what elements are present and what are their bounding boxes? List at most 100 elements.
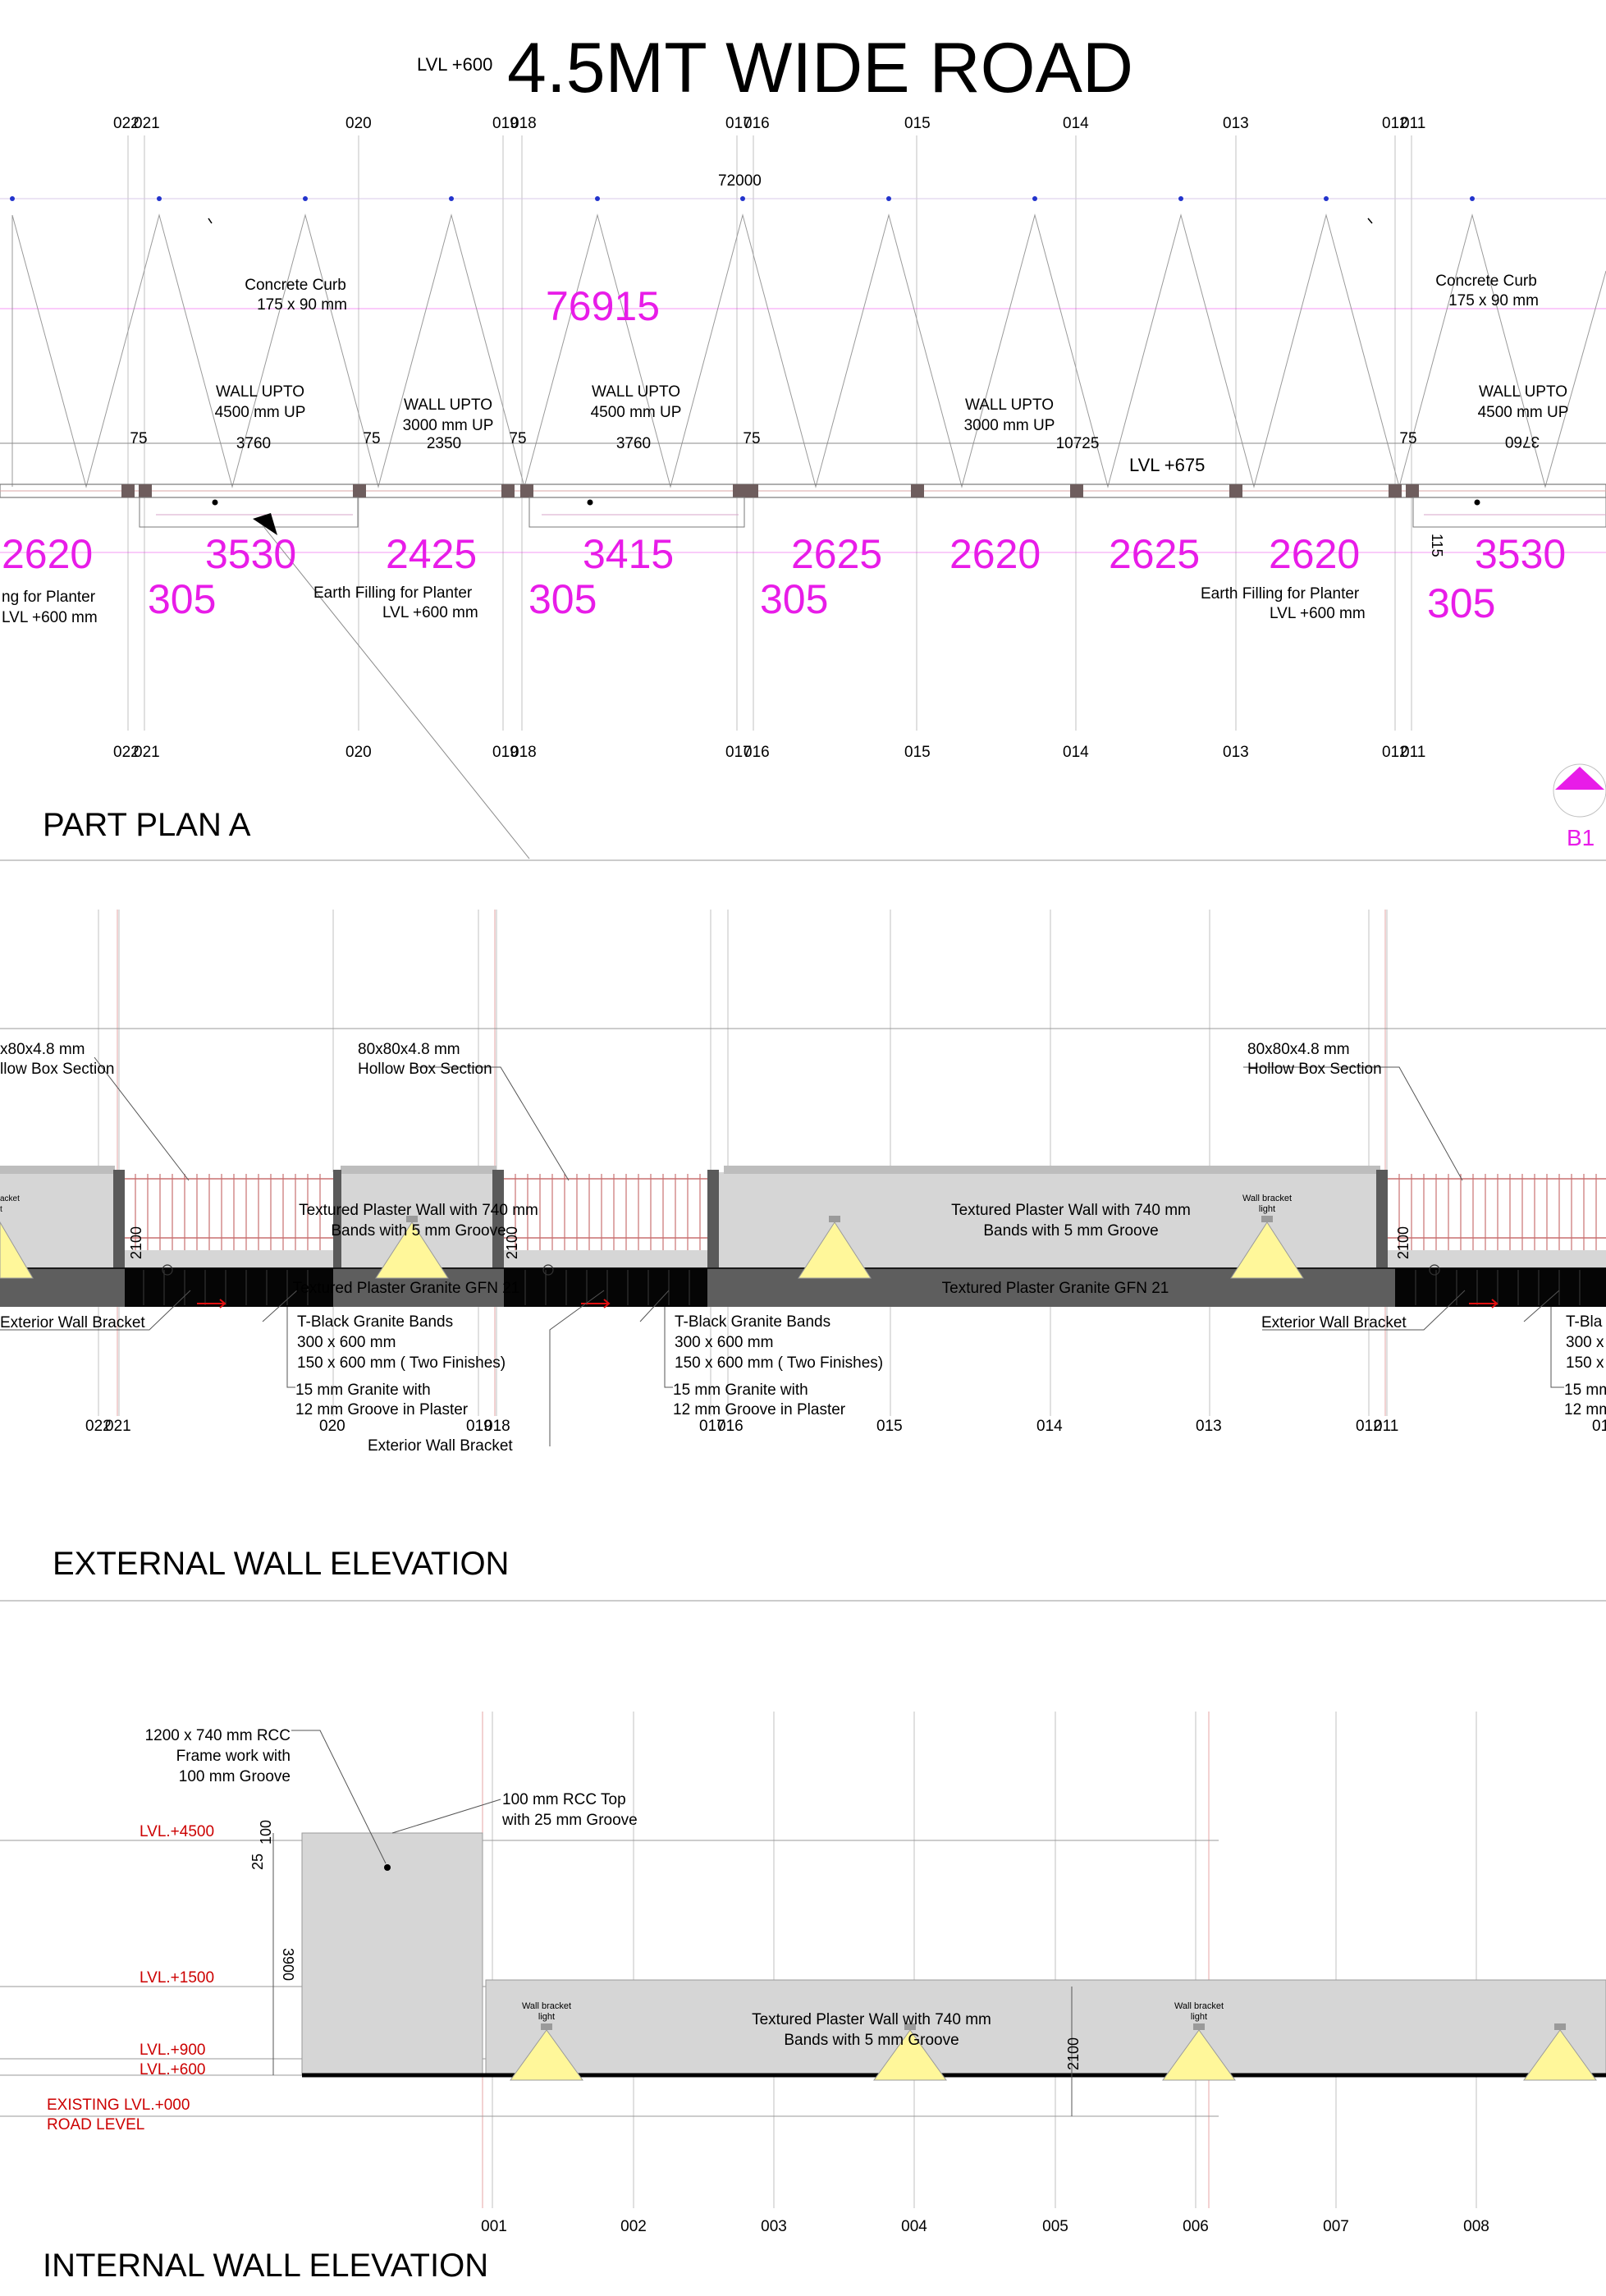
small-dim: 75 — [363, 430, 380, 447]
plan-grid-label-bottom: 020 — [345, 744, 372, 761]
level-label: LVL.+1500 — [140, 1969, 214, 1987]
granite-groove-note: 12 mm Groove in Plaster — [673, 1401, 846, 1418]
section-title-int: INTERNAL WALL ELEVATION — [43, 2248, 488, 2284]
tblack-note: 300 x 600 mm — [675, 1334, 773, 1351]
planter-note-left: LVL +600 mm — [2, 609, 98, 626]
small-dim: 75 — [509, 430, 526, 447]
section-title-ext: EXTERNAL WALL ELEVATION — [53, 1546, 509, 1582]
title-level: LVL +600 — [417, 54, 492, 75]
ext-bracket-note-right: Exterior Wall Bracket — [1261, 1314, 1407, 1331]
int-grid-label: 004 — [901, 2218, 927, 2235]
wall-note: WALL UPTO — [404, 396, 492, 414]
small-dim: 75 — [1399, 430, 1416, 447]
plan-grid-label-top: 019 — [492, 115, 519, 132]
planter-note-left: ng for Planter — [2, 589, 96, 606]
tblack-note: 150 x 600 mm ( Two Finishes) — [675, 1354, 883, 1372]
bracket-light-label: light — [1191, 2012, 1207, 2022]
granite-groove-note: 15 mm Granite with — [295, 1382, 431, 1399]
ext-grid-label: 017 — [699, 1418, 725, 1435]
small-dim: 75 — [743, 430, 760, 447]
plan-grid-label-bottom: 011 — [1401, 744, 1425, 761]
plan-grid-label-bottom: 018 — [510, 744, 537, 761]
planter-note-mid: Earth Filling for Planter — [313, 584, 473, 602]
plan-grid-label-top: 013 — [1223, 115, 1249, 132]
ext-grid-label: 020 — [319, 1418, 345, 1435]
plaster-note: Bands with 5 mm Groove — [331, 1222, 506, 1240]
tblack-note: 300 x 600 mm — [297, 1334, 396, 1351]
tblack-note: 150 x 600 mm ( Two Finishes) — [297, 1354, 506, 1372]
section-marker: B1 — [1553, 763, 1606, 850]
bracket-light-label: Wall bracket — [1174, 2001, 1224, 2011]
hollow-note-right: 80x80x4.8 mm — [1247, 1041, 1350, 1058]
int-dim: 25 — [249, 1854, 266, 1870]
int-dim: 2100 — [1065, 2037, 1082, 2070]
curb-note-right: Concrete Curb — [1435, 273, 1537, 290]
bracket-light-label: Wall bracket — [1242, 1194, 1292, 1203]
wall-note: WALL UPTO — [592, 383, 680, 401]
internal-wall-elevation: 100 25 3900 2100 1200 x 740 mm RCC Frame… — [0, 1712, 1606, 2284]
ext-grid-label: 019 — [466, 1418, 492, 1435]
plan-grid-label-top: 022 — [113, 115, 140, 132]
granite-groove-note: 12 mm — [1564, 1401, 1606, 1418]
bay-dim: 2620 — [949, 531, 1041, 577]
bracket-light-label-left: acket — [0, 1194, 20, 1203]
plan-grid-label-bottom: 021 — [134, 744, 160, 761]
bay-dim: 2625 — [791, 531, 882, 577]
small-dim: 3760 — [616, 435, 651, 452]
curb-note-right: 175 x 90 mm — [1448, 292, 1539, 309]
sub-dim: 305 — [1427, 580, 1495, 626]
plan-grid-label-top: 020 — [345, 115, 372, 132]
int-dim: 3900 — [280, 1948, 296, 1981]
bay-dim: 3530 — [205, 531, 296, 577]
bay-dim: 2620 — [2, 531, 93, 577]
existing-level: EXISTING LVL.+000 — [47, 2097, 190, 2114]
int-plaster-note: Textured Plaster Wall with 740 mm — [752, 2011, 991, 2028]
big-dimension: 76915 — [546, 283, 660, 329]
ext-grid-label: 015 — [876, 1418, 903, 1435]
wall-note: 4500 mm UP — [591, 404, 682, 421]
bay-dim: 2625 — [1109, 531, 1200, 577]
bay-dim: 2620 — [1269, 531, 1360, 577]
existing-level: ROAD LEVEL — [47, 2116, 144, 2133]
int-grid-label: 006 — [1183, 2218, 1209, 2235]
wall-note: 4500 mm UP — [1478, 404, 1569, 421]
bay-dim: 3530 — [1475, 531, 1566, 577]
height-2100: 2100 — [128, 1226, 144, 1259]
hollow-note-left: x80x4.8 mm — [0, 1041, 85, 1058]
granite-note: Textured Plaster Granite GFN 21 — [293, 1280, 520, 1297]
plaster-note: Textured Plaster Wall with 740 mm — [951, 1202, 1191, 1219]
ext-grid-label: 012 — [1356, 1418, 1382, 1435]
sub-dim: 305 — [528, 576, 597, 622]
hollow-note-right: Hollow Box Section — [1247, 1061, 1382, 1078]
plan-grid-label-bottom: 015 — [904, 744, 931, 761]
page-title: 4.5MT WIDE ROAD — [507, 29, 1133, 108]
planter-note-right: Earth Filling for Planter — [1201, 585, 1360, 603]
side-dim: 115 — [1429, 534, 1445, 557]
external-wall-elevation: x80x4.8 mm llow Box Section 80x80x4.8 mm… — [0, 910, 1606, 1582]
plan-grid-label-bottom: 012 — [1382, 744, 1408, 761]
tblack-note: 150 x — [1566, 1354, 1604, 1372]
int-grid-label: 002 — [620, 2218, 647, 2235]
wall-light-ext — [0, 1216, 1304, 1279]
ext-grid-label: 016 — [717, 1418, 744, 1435]
int-plaster-note: Bands with 5 mm Groove — [784, 2032, 959, 2049]
plan-grid-label-top: 014 — [1063, 115, 1089, 132]
plan-grid-label-bottom: 017 — [725, 744, 752, 761]
ext-bracket-note-mid: Exterior Wall Bracket — [368, 1437, 513, 1455]
rcc-top-note: 100 mm RCC Top — [502, 1791, 626, 1808]
hollow-note-mid: Hollow Box Section — [358, 1061, 492, 1078]
sub-dim: 305 — [148, 576, 216, 622]
int-dim: 100 — [258, 1820, 274, 1845]
level-label: LVL.+4500 — [140, 1823, 214, 1840]
granite-note: Textured Plaster Granite GFN 21 — [942, 1280, 1169, 1297]
plan-grid-label-top: 011 — [1401, 115, 1425, 132]
plan-grid-label-top: 012 — [1382, 115, 1408, 132]
section-marker-label: B1 — [1567, 825, 1595, 850]
plaster-note: Bands with 5 mm Groove — [983, 1222, 1158, 1240]
level-675: LVL +675 — [1129, 455, 1205, 475]
plan-grid-label-top: 017 — [725, 115, 752, 132]
planter-note-mid: LVL +600 mm — [382, 604, 478, 621]
level-label: LVL.+600 — [140, 2061, 205, 2078]
int-grid-label: 008 — [1463, 2218, 1489, 2235]
plan-grid-label-top: 016 — [744, 115, 770, 132]
